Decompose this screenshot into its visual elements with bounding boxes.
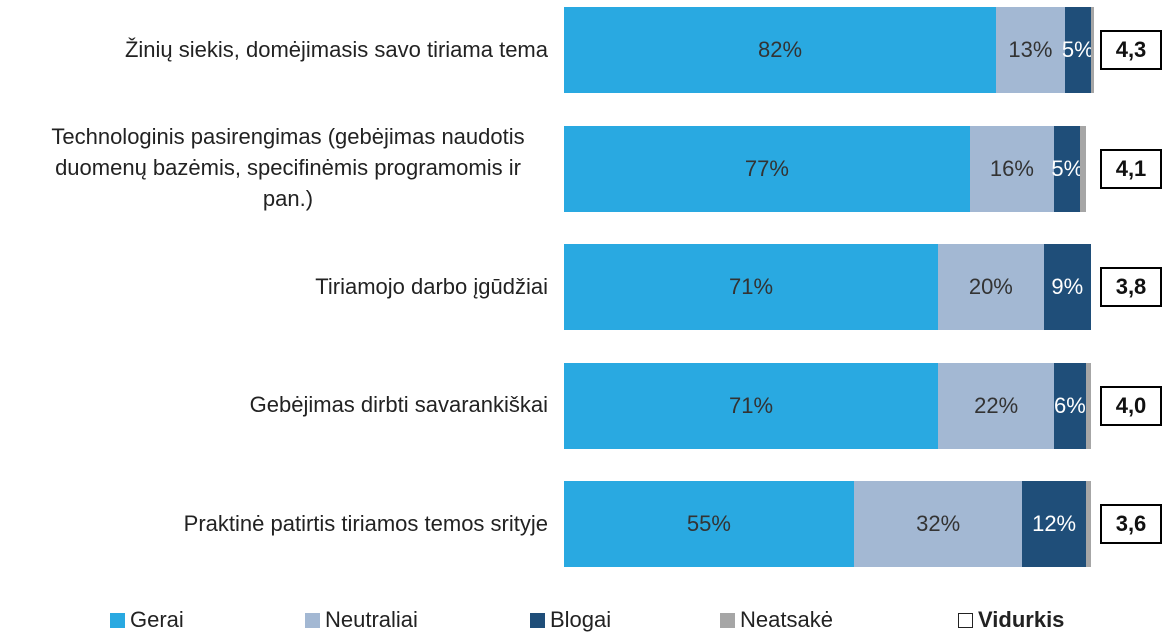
category-text: Gebėjimas dirbti savarankiškai xyxy=(249,392,548,418)
bar-segment xyxy=(1091,7,1094,93)
value-label: 32% xyxy=(916,511,961,536)
value-label: 77% xyxy=(744,155,789,181)
legend-label: Neatsakė xyxy=(740,607,833,632)
legend-item: Neatsakė xyxy=(720,607,833,633)
average-label: 4,0 xyxy=(1115,392,1147,418)
bar-segment xyxy=(1085,362,1091,449)
category-text: Tiriamojo darbo įgūdžiai xyxy=(315,273,548,299)
legend-swatch xyxy=(720,612,735,628)
legend-label: Gerai xyxy=(130,607,184,632)
legend-item: Neutraliai xyxy=(305,607,418,633)
value-label: 12% xyxy=(1032,511,1077,536)
legend-label: Vidurkis xyxy=(978,607,1065,632)
average-label: 4,3 xyxy=(1115,37,1147,62)
category-text: Technologinis pasirengimas (gebėjimas na… xyxy=(51,124,525,211)
average-label: 3,6 xyxy=(1115,511,1147,536)
value-label: 20% xyxy=(968,274,1013,299)
category-text: Praktinė patirtis tiriamos temos srityje xyxy=(183,510,548,536)
bar-segment xyxy=(1054,125,1081,212)
average-label: 4,1 xyxy=(1115,155,1147,181)
bar-segment xyxy=(938,244,1044,330)
bar-segment xyxy=(853,481,1023,567)
average-box: 3,6 xyxy=(1100,504,1162,544)
value-label: 22% xyxy=(974,392,1019,418)
average-box: 4,0 xyxy=(1100,385,1162,426)
value-label: 5% xyxy=(1061,37,1094,62)
average-label: 3,8 xyxy=(1115,274,1147,299)
bar-segment xyxy=(1022,481,1086,567)
bar-segment xyxy=(1080,125,1086,212)
bar-segment xyxy=(564,481,854,567)
legend-label: Neutraliai xyxy=(325,607,418,632)
bar-segment xyxy=(938,362,1055,449)
average-box: 4,3 xyxy=(1100,30,1162,70)
bar-segment xyxy=(564,362,939,449)
bar-segment xyxy=(1054,362,1086,449)
value-label: 55% xyxy=(686,511,731,536)
value-label: 71% xyxy=(729,392,774,418)
bar-segment xyxy=(564,244,939,330)
category-label: Gebėjimas dirbti savarankiškai xyxy=(0,363,548,449)
bar-segment xyxy=(564,7,997,93)
category-text: Žinių siekis, domėjimasis savo tiriama t… xyxy=(124,36,548,62)
value-label: 6% xyxy=(1054,392,1086,418)
legend-item: Blogai xyxy=(530,607,611,633)
bar-segment xyxy=(969,125,1055,212)
category-label: Tiriamojo darbo įgūdžiai xyxy=(0,244,548,330)
legend-swatch xyxy=(305,612,320,628)
value-label: 71% xyxy=(729,274,774,299)
category-label: Praktinė patirtis tiriamos temos srityje xyxy=(0,481,548,567)
legend-swatch xyxy=(958,612,973,628)
average-box: 4,1 xyxy=(1100,148,1162,189)
legend-swatch xyxy=(530,612,545,628)
bar-segment xyxy=(1085,481,1091,567)
value-label: 82% xyxy=(758,37,803,62)
value-label: 16% xyxy=(989,155,1034,181)
bar-segment xyxy=(996,7,1065,93)
value-label: 9% xyxy=(1051,274,1084,299)
bar-segment xyxy=(564,125,970,212)
bar-segment xyxy=(1064,7,1091,93)
category-label: Technologinis pasirengimas (gebėjimas na… xyxy=(0,124,548,212)
legend-label: Blogai xyxy=(550,607,612,632)
legend-swatch xyxy=(110,612,125,628)
legend-item: Gerai xyxy=(110,607,184,633)
average-box: 3,8 xyxy=(1100,267,1162,307)
category-label: Žinių siekis, domėjimasis savo tiriama t… xyxy=(0,7,548,93)
bar-segment xyxy=(1043,244,1091,330)
value-label: 13% xyxy=(1008,37,1053,62)
value-label: 5% xyxy=(1051,155,1084,181)
legend-item: Vidurkis xyxy=(958,607,1064,633)
